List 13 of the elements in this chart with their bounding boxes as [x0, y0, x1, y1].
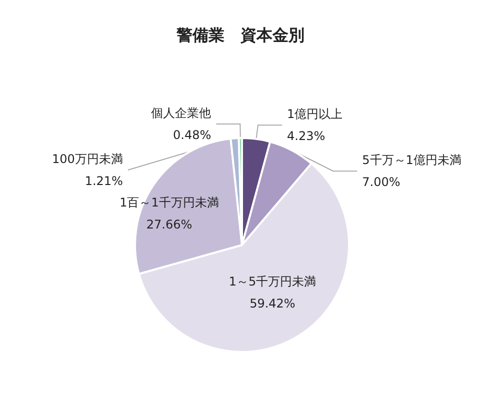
slice-label: 個人企業他 [151, 106, 212, 120]
data-label: 59.42% [250, 296, 296, 311]
data-label: 7.00% [362, 175, 400, 190]
chart-title: 警備業 資本金別 [176, 26, 304, 44]
slice-label: 1億円以上 [287, 107, 343, 122]
data-label: 0.48% [173, 128, 212, 142]
slice-label: 5千万～1億円未満 [362, 153, 462, 168]
slice-label: 1百～1千万円未満 [120, 195, 219, 210]
slice-label: 1～5千万円未満 [228, 274, 316, 289]
data-label: 4.23% [287, 129, 326, 144]
data-label: 27.66% [146, 217, 192, 232]
data-label: 1.21% [84, 174, 123, 188]
slice-label: 100万円未満 [52, 152, 123, 166]
